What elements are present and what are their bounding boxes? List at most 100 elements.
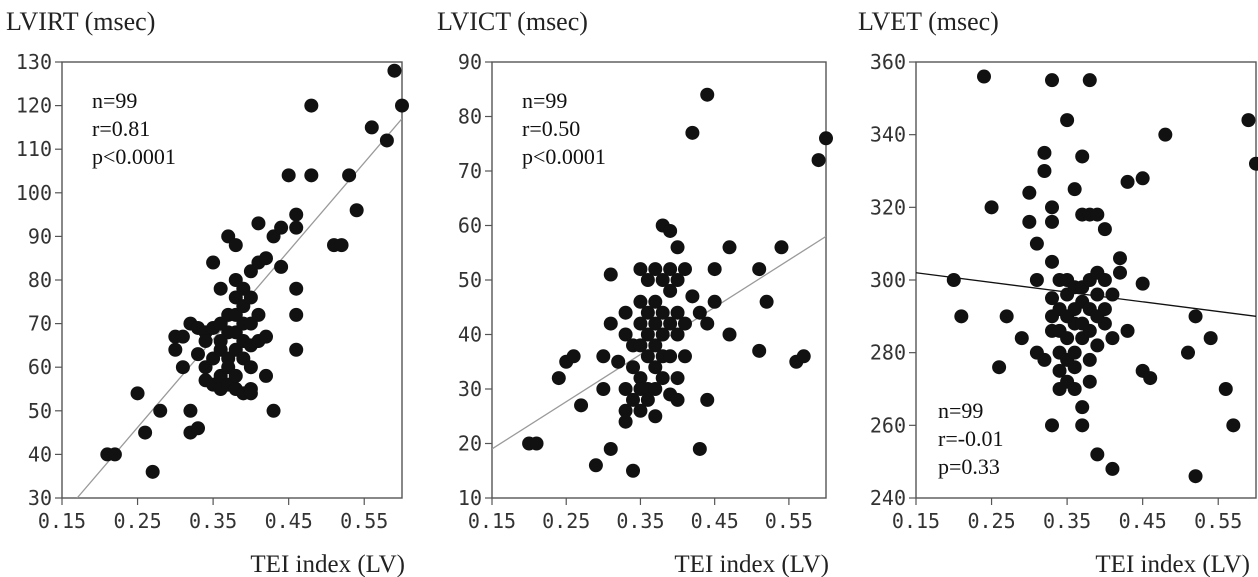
stats-annotation-line: p=0.33: [938, 454, 1000, 479]
data-point: [655, 273, 670, 287]
data-point: [175, 329, 190, 344]
data-point: [1105, 461, 1120, 476]
y-tick-label: 80: [458, 105, 482, 129]
data-point: [759, 294, 774, 309]
x-tick-label: 0.35: [189, 509, 237, 533]
data-point: [349, 203, 364, 218]
data-point: [1188, 469, 1203, 484]
data-point: [342, 168, 357, 183]
y-tick-label: 320: [870, 195, 906, 219]
data-point: [1075, 418, 1090, 433]
data-point: [243, 290, 258, 305]
data-point: [1105, 331, 1120, 346]
data-point: [379, 133, 394, 148]
data-point: [1045, 200, 1059, 215]
data-point: [175, 360, 190, 375]
data-point: [259, 329, 273, 344]
scatter-panel-2: LVICT (msec) 10 20 30 40 50 60 70 80 90 0.15 0.25 0.…: [437, 7, 833, 577]
y-tick-label: 50: [28, 399, 52, 423]
data-point: [191, 421, 205, 436]
data-point: [640, 273, 655, 287]
data-point: [655, 371, 670, 386]
data-point: [677, 262, 692, 277]
data-point: [1158, 127, 1173, 142]
data-point: [984, 200, 999, 215]
x-tick-label: 0.25: [113, 509, 161, 533]
data-point: [670, 392, 685, 407]
data-point: [1075, 149, 1090, 164]
panel-title: LVICT (msec): [437, 7, 588, 36]
data-point: [707, 262, 722, 277]
y-tick-label: 120: [16, 94, 52, 118]
data-point: [1090, 287, 1105, 302]
data-point: [626, 463, 641, 478]
data-point: [274, 220, 289, 235]
y-tick-label: 70: [458, 159, 482, 183]
y-tick-label: 280: [870, 341, 906, 365]
data-point: [1188, 309, 1203, 324]
data-point: [692, 441, 707, 456]
y-tick-label: 100: [16, 181, 52, 205]
data-point: [946, 273, 961, 287]
data-point: [1022, 185, 1037, 200]
data-point: [1135, 171, 1150, 186]
data-point: [1075, 400, 1090, 415]
y-tick-label: 20: [458, 432, 482, 456]
data-point: [1113, 265, 1127, 280]
data-point: [640, 327, 655, 342]
data-point: [685, 289, 700, 304]
data-point: [1090, 447, 1105, 462]
x-tick-label: 0.55: [1194, 509, 1242, 533]
y-tick-label: 70: [28, 312, 52, 336]
stats-annotation-line: n=99: [522, 88, 567, 113]
data-point: [626, 360, 641, 375]
stats-annotation-line: p<0.0001: [92, 144, 176, 169]
data-point: [1082, 323, 1097, 338]
data-point: [677, 349, 692, 364]
data-point: [648, 360, 663, 375]
data-point: [633, 262, 648, 277]
data-point: [1105, 287, 1120, 302]
data-point: [655, 305, 670, 320]
data-point: [633, 403, 648, 418]
data-point: [700, 392, 715, 407]
data-point: [1090, 207, 1105, 222]
y-tick-label: 60: [458, 214, 482, 238]
data-point: [228, 368, 243, 383]
data-point: [670, 240, 685, 255]
data-point: [618, 382, 633, 396]
data-point: [670, 327, 685, 342]
data-point: [618, 327, 633, 342]
data-point: [1067, 182, 1082, 197]
data-point: [1120, 174, 1135, 189]
data-point: [1029, 273, 1044, 287]
data-point: [1045, 418, 1059, 433]
data-point: [670, 273, 685, 287]
data-point: [603, 267, 618, 282]
data-point: [259, 251, 273, 266]
data-point: [281, 168, 296, 183]
data-point: [1218, 382, 1233, 396]
data-point: [992, 360, 1007, 375]
data-point: [1097, 222, 1112, 237]
data-point: [1203, 331, 1218, 346]
data-point: [752, 343, 767, 358]
x-tick-label: 0.25: [967, 509, 1015, 533]
data-point: [1082, 352, 1097, 367]
data-point: [1249, 156, 1258, 171]
x-axis-title: TEI index (LV): [674, 551, 829, 577]
data-point: [334, 238, 349, 253]
data-point: [1060, 113, 1075, 128]
x-tick-label: 0.35: [616, 509, 664, 533]
regression-line: [916, 272, 1256, 317]
scatter-panel-1: LVIRT (msec) 30 40 50 60 70 80 90 100 110 120 130 0.…: [6, 7, 409, 577]
data-point: [618, 305, 633, 320]
data-point: [640, 392, 655, 407]
data-point: [1181, 345, 1195, 360]
data-point: [811, 153, 826, 168]
data-point: [588, 458, 603, 473]
x-tick-label: 0.15: [892, 509, 940, 533]
x-tick-label: 0.55: [340, 509, 388, 533]
data-point: [648, 316, 663, 331]
